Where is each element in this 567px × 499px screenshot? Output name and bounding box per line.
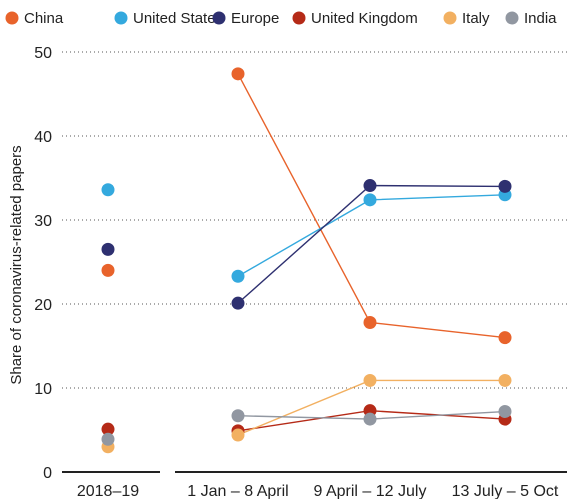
point-united-kingdom-2018-19 bbox=[101, 422, 115, 436]
legend-marker-italy bbox=[443, 11, 457, 25]
point-italy-period-1 bbox=[231, 428, 245, 442]
x-tick-2018-19: 2018–19 bbox=[77, 483, 139, 499]
point-india-period-3 bbox=[498, 405, 512, 419]
y-tick-0: 0 bbox=[43, 465, 52, 482]
point-italy-period-2 bbox=[363, 373, 377, 387]
y-tick-20: 20 bbox=[34, 297, 52, 314]
legend-label-united-kingdom: United Kingdom bbox=[311, 10, 418, 27]
y-tick-10: 10 bbox=[34, 381, 52, 398]
point-italy-period-3 bbox=[498, 373, 512, 387]
y-tick-40: 40 bbox=[34, 129, 52, 146]
point-india-2018-19 bbox=[101, 432, 115, 446]
legend-label-china: China bbox=[24, 10, 64, 27]
y-tick-30: 30 bbox=[34, 213, 52, 230]
point-europe-2018-19 bbox=[101, 242, 115, 256]
legend: China United States Europe United Kingdom It… bbox=[5, 10, 557, 27]
point-china-2018-19 bbox=[101, 263, 115, 277]
point-europe-period-2 bbox=[363, 179, 377, 193]
point-china-period-1 bbox=[231, 67, 245, 81]
point-united-states-period-1 bbox=[231, 269, 245, 283]
point-china-period-3 bbox=[498, 331, 512, 345]
legend-marker-united-states bbox=[114, 11, 128, 25]
legend-label-united-states: United States bbox=[133, 10, 223, 27]
x-axis-ticks: 2018–19 1 Jan – 8 April 9 April – 12 July 1… bbox=[77, 483, 559, 499]
point-india-period-2 bbox=[363, 412, 377, 426]
gridlines bbox=[62, 51, 567, 389]
legend-marker-india bbox=[505, 11, 519, 25]
legend-marker-china bbox=[5, 11, 19, 25]
legend-label-india: India bbox=[524, 10, 557, 27]
point-europe-period-1 bbox=[231, 296, 245, 310]
x-tick-9-april-12-july: 9 April – 12 July bbox=[314, 483, 427, 499]
point-europe-period-3 bbox=[498, 179, 512, 193]
x-tick-13-july-5-oct: 13 July – 5 Oct bbox=[452, 483, 559, 499]
data-points bbox=[101, 67, 512, 454]
legend-marker-united-kingdom bbox=[292, 11, 306, 25]
legend-label-europe: Europe bbox=[231, 10, 279, 27]
point-united-states-period-2 bbox=[363, 193, 377, 207]
x-tick-1-jan-8-april: 1 Jan – 8 April bbox=[187, 483, 288, 499]
y-axis-ticks: 0 10 20 30 40 50 bbox=[34, 45, 52, 482]
legend-marker-europe bbox=[212, 11, 226, 25]
point-india-period-1 bbox=[231, 409, 245, 423]
y-axis-title: Share of coronavirus-related papers bbox=[8, 145, 25, 384]
series-line-united-states bbox=[237, 194, 506, 277]
point-united-states-2018-19 bbox=[101, 183, 115, 197]
legend-label-italy: Italy bbox=[462, 10, 490, 27]
point-china-period-2 bbox=[363, 315, 377, 329]
y-tick-50: 50 bbox=[34, 45, 52, 62]
